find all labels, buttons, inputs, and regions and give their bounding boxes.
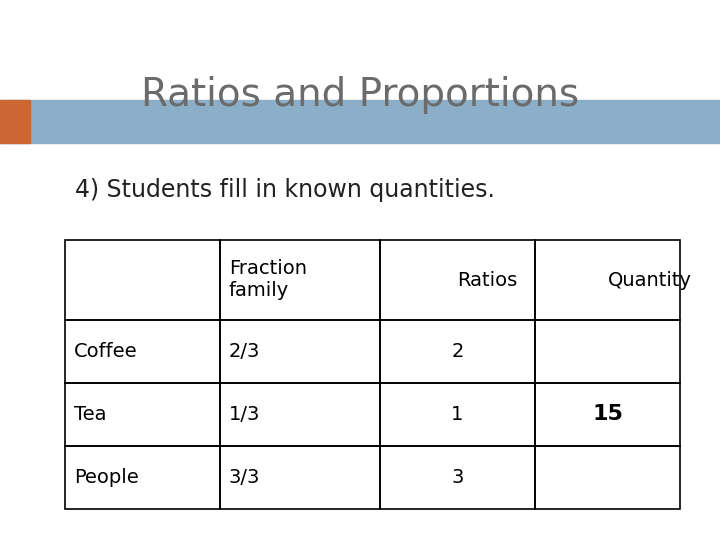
Bar	[380, 240, 535, 320]
Bar	[535, 383, 680, 446]
Text: 2/3: 2/3	[229, 342, 260, 361]
Text: Fraction
family: Fraction family	[229, 260, 307, 300]
Text: 2: 2	[451, 342, 464, 361]
Bar	[220, 320, 380, 383]
Bar	[0, 100, 30, 143]
Bar	[380, 320, 535, 383]
Text: 1/3: 1/3	[229, 405, 260, 424]
Text: 15: 15	[592, 404, 623, 424]
Text: 3: 3	[451, 468, 464, 487]
Text: Coffee: Coffee	[73, 342, 138, 361]
Text: 4) Students fill in known quantities.: 4) Students fill in known quantities.	[75, 178, 495, 202]
Bar	[380, 383, 535, 446]
Bar	[65, 320, 220, 383]
Bar	[380, 446, 535, 509]
Text: Ratios and Proportions: Ratios and Proportions	[141, 76, 579, 114]
Bar	[220, 446, 380, 509]
Bar	[65, 446, 220, 509]
Text: 1: 1	[451, 405, 464, 424]
Text: Tea: Tea	[73, 405, 106, 424]
Text: 3/3: 3/3	[229, 468, 260, 487]
Bar	[535, 240, 680, 320]
Bar	[220, 240, 380, 320]
Text: Quantity: Quantity	[608, 271, 691, 289]
Bar	[220, 383, 380, 446]
Bar	[535, 446, 680, 509]
Bar	[0, 100, 720, 143]
Bar	[65, 383, 220, 446]
Text: Ratios: Ratios	[457, 271, 518, 289]
Bar	[535, 320, 680, 383]
Text: People: People	[73, 468, 138, 487]
Bar	[65, 240, 220, 320]
